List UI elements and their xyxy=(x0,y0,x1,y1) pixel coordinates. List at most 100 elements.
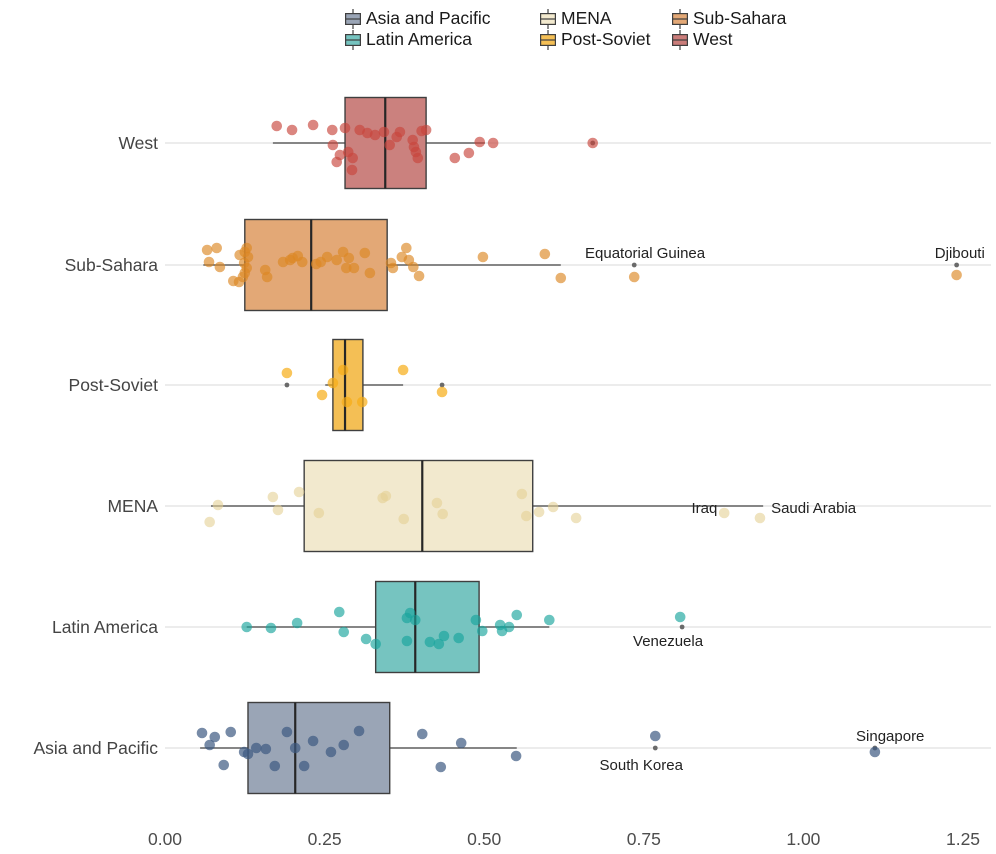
jitter-point xyxy=(364,267,376,279)
box xyxy=(247,701,391,795)
jitter-point xyxy=(369,129,381,141)
jitter-point xyxy=(408,261,419,273)
jitter-point xyxy=(409,614,421,626)
jitter-point xyxy=(298,760,310,772)
jitter-point xyxy=(348,262,360,274)
jitter-point xyxy=(360,633,372,645)
boxplot-key-icon xyxy=(672,29,688,50)
jitter-point xyxy=(326,124,338,136)
jitter-point xyxy=(476,625,488,637)
country-label: Djibouti xyxy=(935,245,985,262)
jitter-point xyxy=(293,486,305,498)
legend-item-sub-sahara: Sub-Sahara xyxy=(672,8,786,29)
jitter-point xyxy=(544,614,555,626)
jitter-point xyxy=(286,124,298,136)
jitter-point xyxy=(307,735,319,747)
legend-item-west: West xyxy=(672,29,786,50)
x-tick-label: 0.25 xyxy=(308,829,342,849)
jitter-point xyxy=(346,164,358,176)
legend-label: MENA xyxy=(561,8,612,28)
jitter-point xyxy=(265,622,277,634)
jitter-point xyxy=(394,126,406,138)
jitter-point xyxy=(214,261,226,273)
jitter-point xyxy=(413,270,425,282)
jitter-point xyxy=(331,156,343,168)
outlier-dot xyxy=(284,382,290,388)
jitter-point xyxy=(511,609,523,621)
jitter-point xyxy=(674,611,686,623)
jitter-point xyxy=(204,739,215,751)
jitter-point xyxy=(555,272,567,284)
jitter-point xyxy=(516,488,528,500)
row-label-latin-america: Latin America xyxy=(52,617,158,637)
jitter-point xyxy=(307,119,319,131)
country-label: Iraq xyxy=(692,500,718,517)
outlier-dot xyxy=(439,382,445,388)
jitter-point xyxy=(347,152,358,164)
jitter-point xyxy=(510,750,522,762)
jitter-point xyxy=(412,152,424,164)
jitter-point xyxy=(436,386,448,398)
jitter-point xyxy=(438,630,450,642)
country-label: South Korea xyxy=(600,757,684,774)
jitter-point xyxy=(397,364,409,376)
country-label: Saudi Arabia xyxy=(771,500,857,517)
jitter-point xyxy=(869,746,881,758)
jitter-point xyxy=(570,512,582,524)
jitter-point xyxy=(267,491,279,503)
row-label-mena: MENA xyxy=(107,496,158,516)
box xyxy=(374,580,480,674)
jitter-point xyxy=(718,507,730,519)
x-tick-label: 0.00 xyxy=(148,829,182,849)
jitter-point xyxy=(289,742,301,754)
x-tick-label: 0.50 xyxy=(467,829,501,849)
jitter-point xyxy=(321,251,333,263)
jitter-point xyxy=(242,748,254,760)
jitter-point xyxy=(341,396,353,408)
jitter-point xyxy=(209,731,221,743)
jitter-point xyxy=(269,760,281,772)
box xyxy=(332,338,364,432)
legend: Asia and Pacific Latin America MENA xyxy=(0,8,996,56)
jitter-point xyxy=(271,120,283,132)
jitter-point xyxy=(384,139,396,151)
jitter-point xyxy=(951,269,962,281)
jitter-point xyxy=(356,396,368,408)
boxplot-key-icon xyxy=(345,29,361,50)
jitter-point xyxy=(341,262,352,274)
boxplot-key-icon xyxy=(345,8,361,29)
jitter-point xyxy=(453,632,464,644)
legend-label: Latin America xyxy=(366,29,473,49)
jitter-point xyxy=(401,242,412,254)
jitter-point xyxy=(433,638,445,650)
row-label-asia-and-pacific: Asia and Pacific xyxy=(33,738,158,758)
jitter-point xyxy=(401,635,413,647)
jitter-point xyxy=(370,638,381,650)
jitter-point xyxy=(327,377,339,389)
jitter-point xyxy=(359,247,371,259)
legend-label: Post-Soviet xyxy=(561,29,651,49)
jitter-point xyxy=(754,512,766,524)
jitter-point xyxy=(212,499,224,511)
jitter-point xyxy=(260,743,272,755)
jitter-point xyxy=(380,490,392,502)
jitter-point xyxy=(241,621,253,633)
jitter-point xyxy=(241,242,253,254)
jitter-point xyxy=(333,606,345,618)
outlier-dot xyxy=(954,262,960,268)
jitter-point xyxy=(204,516,215,528)
jitter-point xyxy=(477,251,489,263)
jitter-point xyxy=(474,136,486,148)
country-label: Singapore xyxy=(856,728,924,745)
boxplot-key-icon xyxy=(540,8,556,29)
jitter-point xyxy=(435,761,447,773)
jitter-point xyxy=(281,726,293,738)
jitter-point xyxy=(343,252,355,264)
x-tick-label: 0.75 xyxy=(627,829,661,849)
jitter-point xyxy=(628,271,640,283)
jitter-point xyxy=(272,504,284,516)
jitter-point xyxy=(587,137,599,149)
jitter-point xyxy=(431,497,443,509)
jitter-point xyxy=(420,124,432,136)
